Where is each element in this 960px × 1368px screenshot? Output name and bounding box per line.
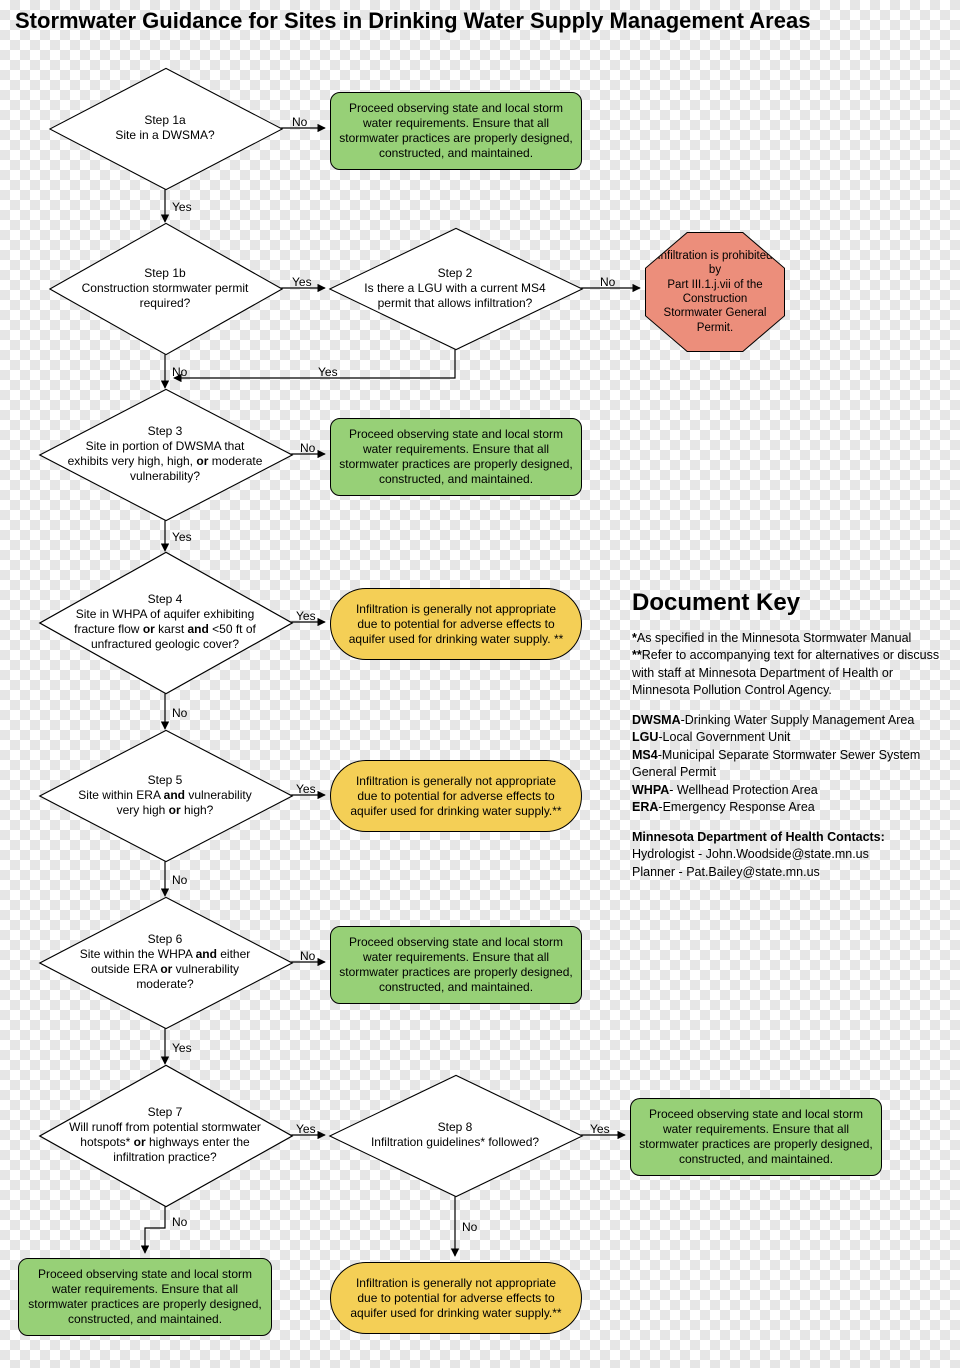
edge-label: Yes <box>296 609 316 623</box>
edge <box>145 1206 165 1253</box>
node-text: Proceed observing state and local storm … <box>332 425 580 489</box>
node-text: Step 5Site within ERA and vulnerability … <box>64 771 267 820</box>
node-oct: Infiltration is prohibited byPart III.1.… <box>645 232 785 352</box>
node-text: Infiltration is generally not appropriat… <box>341 1274 571 1323</box>
edge-label: No <box>292 115 307 129</box>
node-text: Infiltration is generally not appropriat… <box>341 600 571 649</box>
node-g6: Proceed observing state and local storm … <box>330 926 582 1004</box>
node-g1: Proceed observing state and local storm … <box>330 92 582 170</box>
edge-label: Yes <box>292 275 312 289</box>
document-key: Document Key *As specified in the Minnes… <box>632 586 947 881</box>
node-text: Step 1bConstruction stormwater permit re… <box>71 264 258 313</box>
key-item: **Refer to accompanying text for alterna… <box>632 647 947 700</box>
flowchart-canvas: Stormwater Guidance for Sites in Drinkin… <box>0 0 960 1368</box>
node-s6: Step 6Site within the WHPA and either ou… <box>40 897 290 1027</box>
node-s5: Step 5Site within ERA and vulnerability … <box>40 730 290 860</box>
edge-label: Yes <box>318 365 338 379</box>
key-item: ERA-Emergency Response Area <box>632 799 947 817</box>
node-text: Step 1aSite in a DWSMA? <box>111 111 218 145</box>
node-text: Proceed observing state and local storm … <box>332 933 580 997</box>
node-y4: Infiltration is generally not appropriat… <box>330 588 582 660</box>
key-item: LGU-Local Government Unit <box>632 729 947 747</box>
edge-label: Yes <box>172 1041 192 1055</box>
node-s7: Step 7Will runoff from potential stormwa… <box>40 1065 290 1205</box>
key-item: Minnesota Department of Health Contacts: <box>632 829 947 847</box>
node-y8: Infiltration is generally not appropriat… <box>330 1262 582 1334</box>
edge-label: Yes <box>172 200 192 214</box>
edge-label: Yes <box>296 1122 316 1136</box>
edge-label: No <box>172 873 187 887</box>
node-s3: Step 3Site in portion of DWSMA that exhi… <box>40 389 290 519</box>
node-text: Step 4Site in WHPA of aquifer exhibiting… <box>64 590 267 654</box>
node-g3: Proceed observing state and local storm … <box>330 418 582 496</box>
node-s1b: Step 1bConstruction stormwater permit re… <box>50 223 280 353</box>
node-text: Step 6Site within the WHPA and either ou… <box>64 930 267 994</box>
node-g7: Proceed observing state and local storm … <box>18 1258 272 1336</box>
page-title: Stormwater Guidance for Sites in Drinkin… <box>15 8 810 34</box>
edge-label: No <box>172 365 187 379</box>
node-text: Infiltration is generally not appropriat… <box>341 772 571 821</box>
edge-label: Yes <box>296 782 316 796</box>
node-text: Proceed observing state and local storm … <box>20 1265 270 1329</box>
node-text: Step 8Infiltration guidelines* followed? <box>367 1118 543 1152</box>
document-key-title: Document Key <box>632 586 947 620</box>
edge-label: No <box>172 1215 187 1229</box>
node-y5: Infiltration is generally not appropriat… <box>330 760 582 832</box>
node-text: Step 7Will runoff from potential stormwa… <box>64 1103 267 1167</box>
key-item: *As specified in the Minnesota Stormwate… <box>632 630 947 648</box>
node-g8: Proceed observing state and local storm … <box>630 1098 882 1176</box>
edge-label: Yes <box>172 530 192 544</box>
node-s4: Step 4Site in WHPA of aquifer exhibiting… <box>40 552 290 692</box>
node-text: Proceed observing state and local storm … <box>632 1105 880 1169</box>
edge-label: No <box>600 275 615 289</box>
key-item: Planner - Pat.Bailey@state.mn.us <box>632 864 947 882</box>
node-text: Step 3Site in portion of DWSMA that exhi… <box>64 422 267 486</box>
edge-label: Yes <box>590 1122 610 1136</box>
node-text: Step 2Is there a LGU with a current MS4 … <box>354 264 557 313</box>
key-item: MS4-Municipal Separate Stormwater Sewer … <box>632 747 947 782</box>
key-item: WHPA- Wellhead Protection Area <box>632 782 947 800</box>
edge-label: No <box>300 949 315 963</box>
node-s1a: Step 1aSite in a DWSMA? <box>50 68 280 188</box>
node-s8: Step 8Infiltration guidelines* followed? <box>330 1075 580 1195</box>
key-item: Hydrologist - John.Woodside@state.mn.us <box>632 846 947 864</box>
edge-label: No <box>300 441 315 455</box>
node-s2: Step 2Is there a LGU with a current MS4 … <box>330 228 580 348</box>
edge-label: No <box>172 706 187 720</box>
node-text: Infiltration is prohibited byPart III.1.… <box>650 247 780 337</box>
edge-label: No <box>462 1220 477 1234</box>
key-item: DWSMA-Drinking Water Supply Management A… <box>632 712 947 730</box>
node-text: Proceed observing state and local storm … <box>332 99 580 163</box>
